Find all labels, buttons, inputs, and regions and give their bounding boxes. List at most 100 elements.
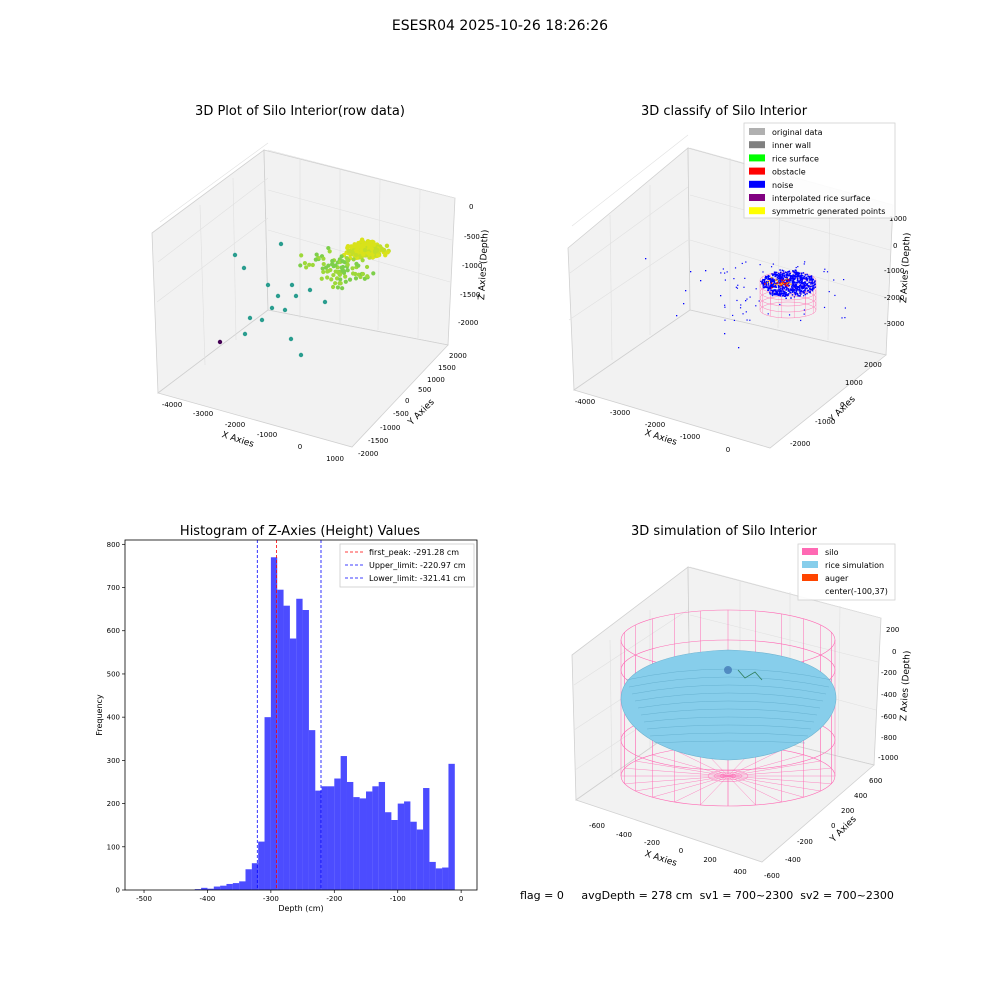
x-tick: 0 [679,847,683,855]
data-points [645,258,846,349]
x-tick: -600 [589,822,605,830]
point-noise [770,285,772,287]
point-noise [783,292,786,295]
point-noise [769,279,772,282]
point-noise [789,274,791,277]
point-noise [807,275,809,277]
data-point [341,269,347,274]
legend-label: center(-100,37) [825,587,888,596]
data-points [217,237,391,358]
y-tick-label: 0 [116,887,120,895]
point-noise [802,292,805,294]
point-noise [796,278,799,280]
data-point [335,270,341,275]
point-noise [804,261,806,263]
point-noise [795,291,797,294]
point-noise [808,277,811,279]
point-noise [749,296,751,298]
data-point [384,243,390,248]
rice-mesh-line [640,708,818,716]
histogram-bar [416,829,424,890]
point-noise [844,307,846,309]
rice-mesh-line [649,732,809,737]
data-point [366,251,371,256]
histogram-bar [270,557,278,890]
point-noise [773,271,776,274]
data-point [371,242,377,248]
point-noise [764,275,767,278]
data-point [353,252,359,258]
histogram-bar [448,763,455,890]
point-obstacle [776,281,778,284]
data-point [369,246,374,251]
point-noise [786,277,788,279]
point-noise [778,286,780,289]
point-noise [787,274,790,277]
point-noise [787,293,790,295]
point-noise [799,290,801,292]
data-point [360,271,366,277]
x-tick-label: 0 [459,895,463,903]
point-noise [765,281,768,284]
point-noise [786,294,789,297]
x-axis-label: X Axies [220,430,255,450]
silo-floor-spoke [635,775,729,792]
data-point [282,307,288,313]
data-point [321,256,326,261]
point-noise [814,280,816,282]
point-noise [769,291,771,293]
z-tick: -1000 [462,262,482,270]
point-obstacle [784,283,786,285]
z-tick: -3000 [884,320,904,328]
histogram-bar [226,883,233,890]
point-noise [791,294,794,296]
data-point [353,276,359,281]
point-noise [796,292,798,295]
point-noise [806,273,808,276]
data-point [320,266,325,271]
histogram-bar [410,821,417,890]
point-noise [763,280,766,282]
data-point [241,265,247,271]
point-noise [784,295,787,297]
point-noise [844,317,846,319]
point-noise [797,272,799,274]
point-noise [778,292,781,295]
point-noise [809,287,811,290]
point-obstacle [764,283,766,285]
silo-floor-spoke [727,775,782,803]
point-noise [772,286,774,289]
point-noise [778,281,780,284]
point-noise [771,280,774,283]
point-noise [782,277,785,280]
point-noise [700,280,702,282]
point-noise [788,284,791,287]
x-tick: -2000 [645,421,665,429]
legend-swatch [749,207,765,215]
point-noise [745,300,747,302]
point-noise [781,292,784,295]
histogram-bar [346,781,354,890]
point-noise [785,293,787,296]
sv1-value: sv1 = 700~2300 [699,889,794,902]
point-noise [806,290,809,292]
point-noise [779,271,782,274]
point-noise [787,283,789,286]
legend-label: auger [825,574,849,583]
point-noise [782,292,784,294]
point-noise [785,279,787,282]
data-point [343,274,348,279]
histogram-bar [442,867,449,890]
legend-swatch [802,548,818,555]
point-noise [804,287,807,290]
point-noise [774,286,776,288]
data-point [353,271,358,277]
y-tick: -600 [764,872,780,880]
point-noise [787,288,789,290]
histogram-bar [277,589,284,890]
point-obstacle [785,284,788,286]
x-ticks: -500 -400 -300 -200 -100 0 [136,890,463,903]
point-noise [784,271,787,273]
point-noise [793,281,796,283]
point-noise [791,287,794,289]
